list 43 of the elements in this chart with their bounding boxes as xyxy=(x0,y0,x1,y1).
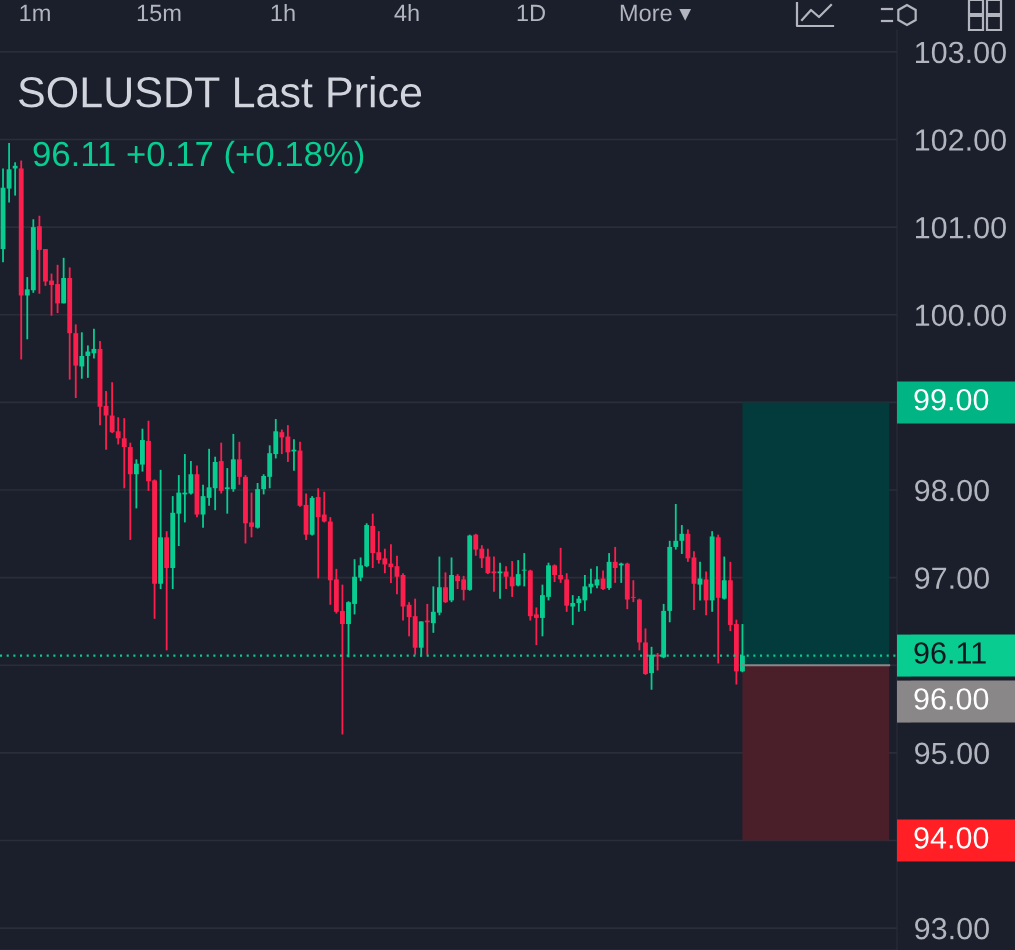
candlestick xyxy=(612,546,618,584)
candlestick xyxy=(279,428,285,455)
text: SOLUSDT Last Price xyxy=(18,75,422,108)
candlestick xyxy=(570,594,576,626)
y-tick-label: 95.00 xyxy=(915,742,989,765)
text: 96.11 +0.17 (+0.18%) xyxy=(33,140,364,174)
text: 1h xyxy=(271,4,295,22)
candlestick xyxy=(509,560,515,598)
candlestick xyxy=(679,524,685,555)
candlestick xyxy=(703,570,709,617)
candlestick xyxy=(6,142,12,204)
candlestick xyxy=(697,560,703,602)
candlestick xyxy=(594,565,600,590)
text: 15m xyxy=(137,4,181,22)
text: 1D xyxy=(517,4,545,22)
candlestick xyxy=(85,344,91,379)
candlestick xyxy=(443,571,448,604)
text: 1m xyxy=(20,4,50,22)
y-tick-label: 97.00 xyxy=(915,567,989,589)
band-label: 99.00 xyxy=(914,388,989,411)
candlestick xyxy=(721,555,727,601)
candlestick xyxy=(673,503,679,551)
candlestick xyxy=(515,559,521,588)
legend-label: 96.00 xyxy=(914,688,989,710)
y-tick-label: 103.00 xyxy=(916,41,1006,64)
candlestick xyxy=(558,546,564,584)
text: 4h xyxy=(394,4,419,22)
candlestick xyxy=(503,565,509,590)
candlestick xyxy=(491,555,497,593)
ref-line-label: 96.11 xyxy=(914,642,986,664)
y-tick-label: 98.00 xyxy=(915,479,989,502)
candlestick xyxy=(285,424,291,463)
y-tick-label: 101.00 xyxy=(916,216,1006,239)
candlestick xyxy=(121,417,127,490)
text: More ▾ xyxy=(620,4,692,22)
candlestick xyxy=(79,331,85,380)
y-tick-label: 100.00 xyxy=(916,304,1006,327)
band-label: 94.00 xyxy=(914,827,989,849)
candlestick xyxy=(521,552,527,588)
candlestick xyxy=(236,440,242,486)
y-tick-label: 102.00 xyxy=(916,129,1006,151)
y-tick-label: 93.00 xyxy=(915,917,989,940)
candlestick xyxy=(497,561,503,600)
